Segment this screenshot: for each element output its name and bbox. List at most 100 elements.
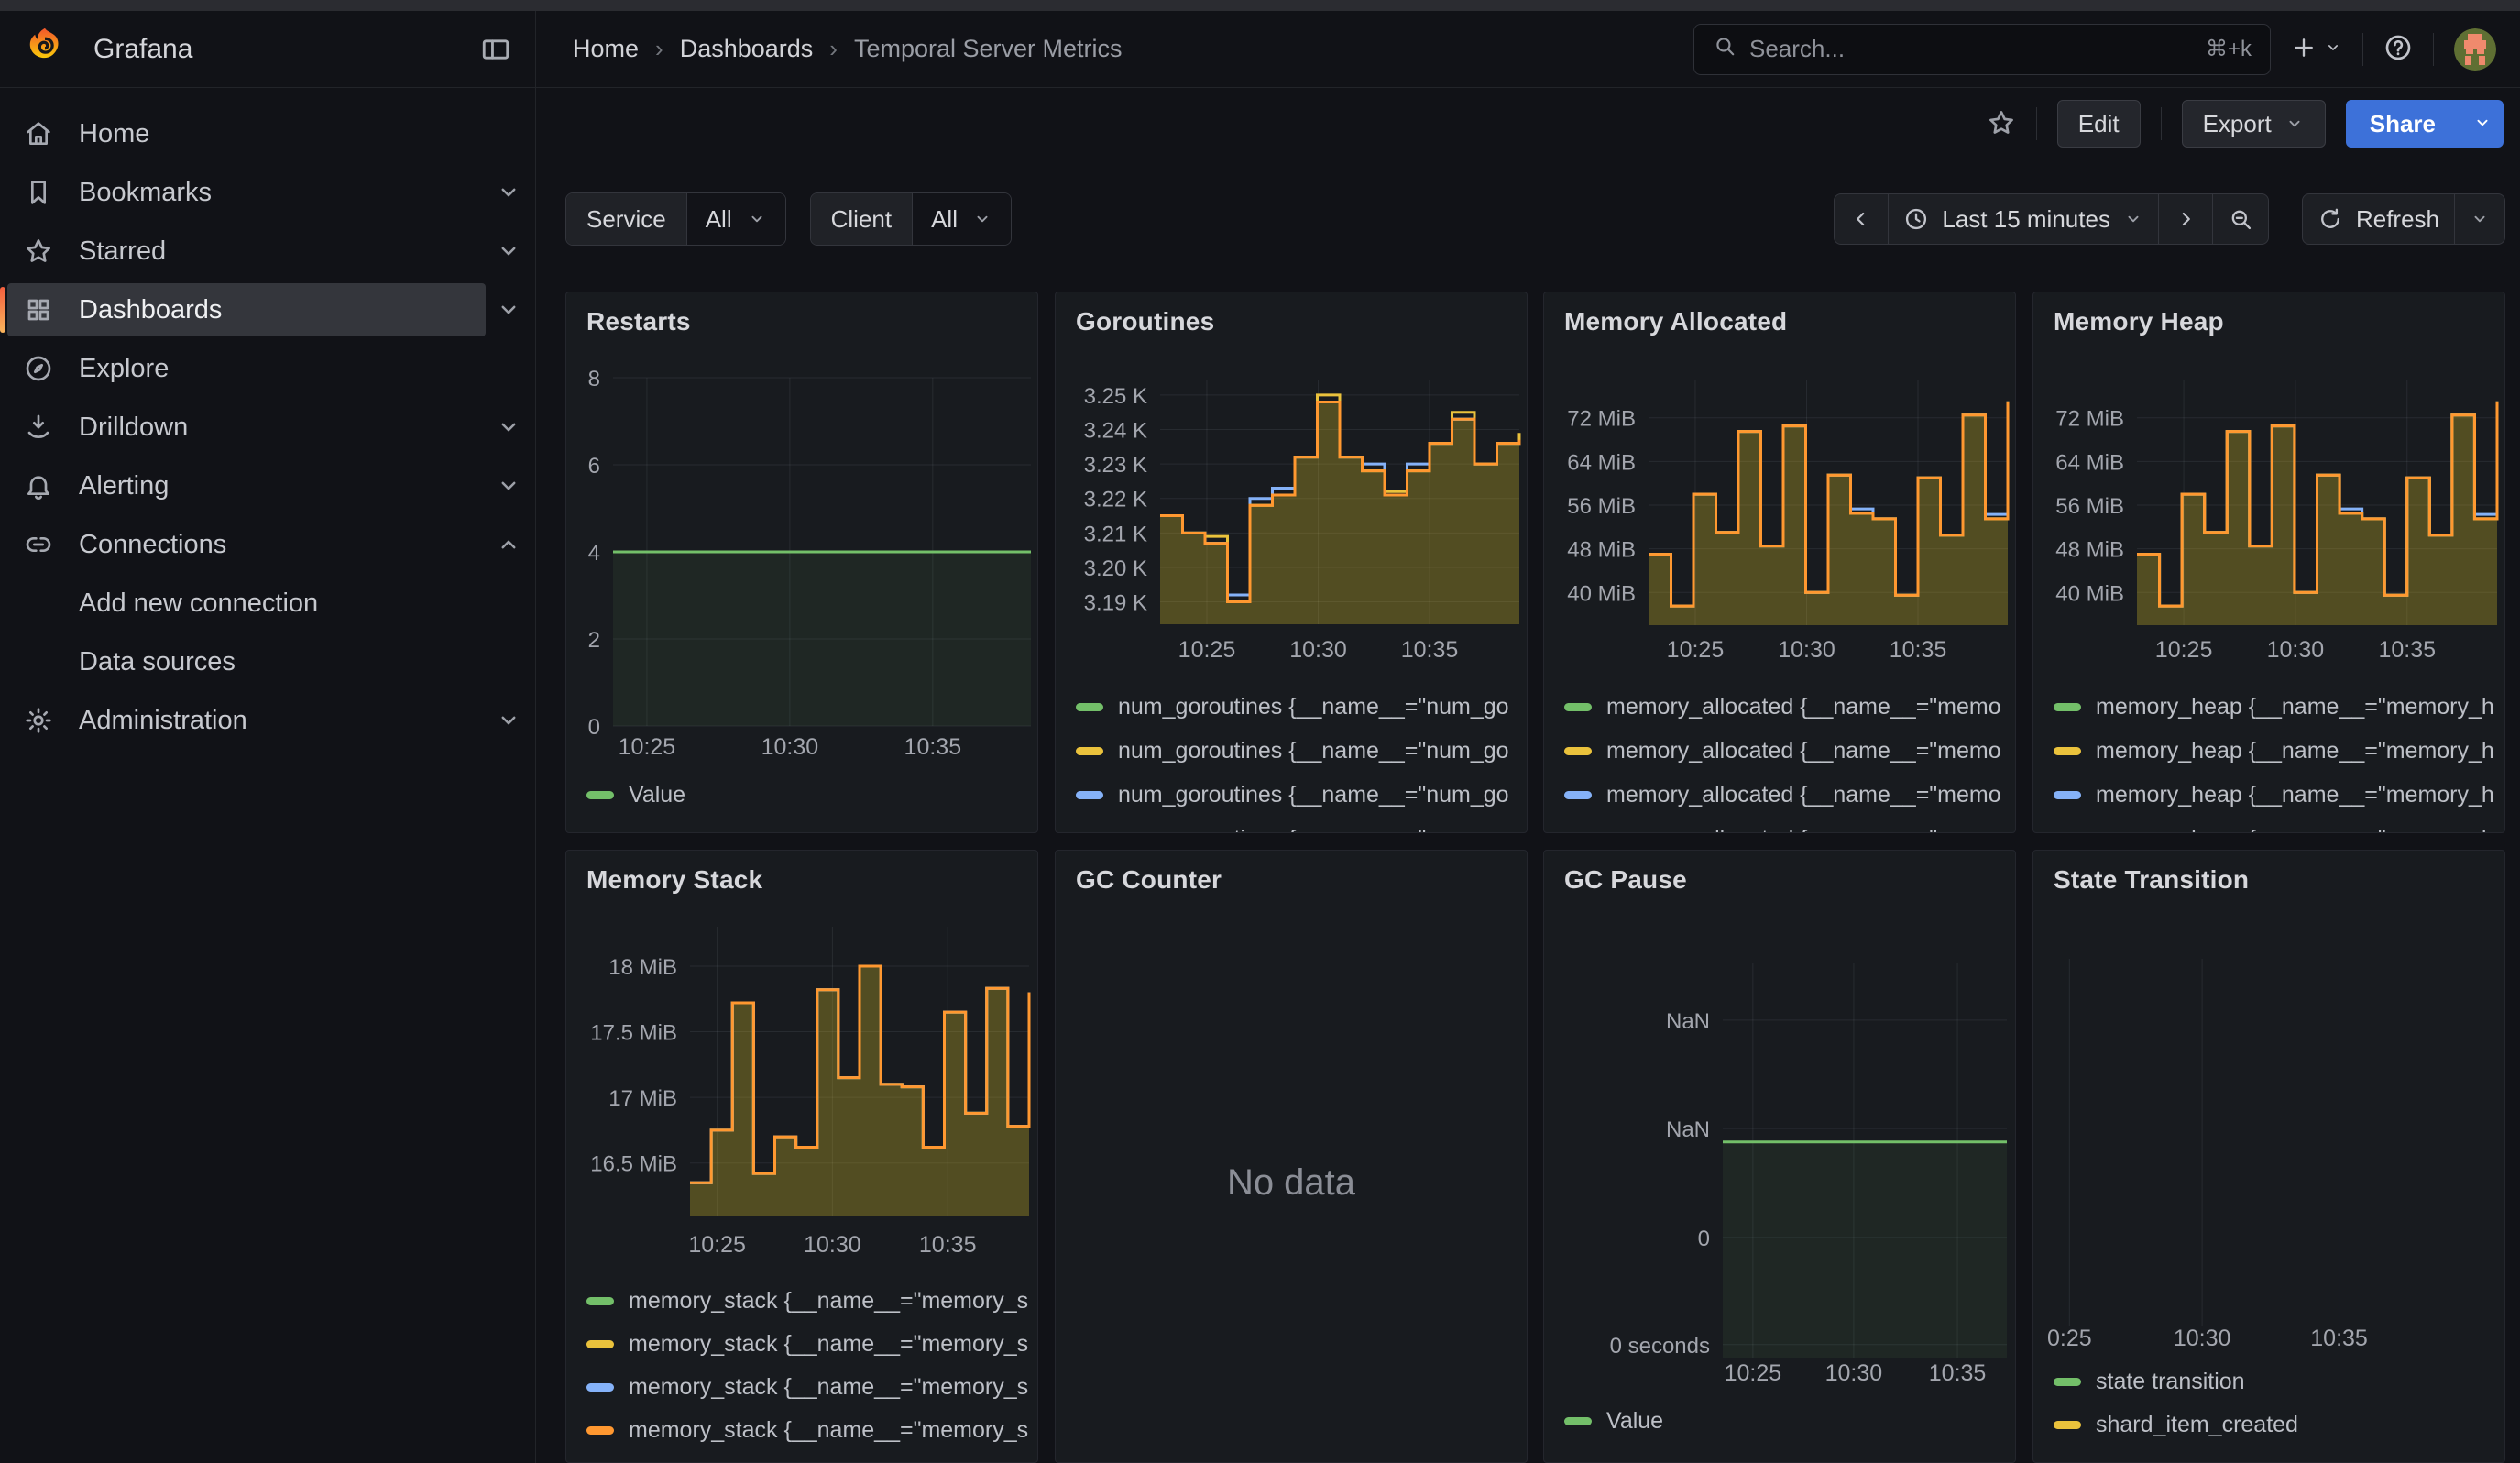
legend-item[interactable]: memory_heap {__name__="memory_h [2054,817,2497,833]
panel-legend: memory_stack {__name__="memory_s memory_s… [586,1280,1030,1452]
share-dropdown-button[interactable] [2460,100,2504,148]
chevron-down-icon[interactable] [495,472,522,500]
breadcrumb-home[interactable]: Home [573,35,640,62]
svg-text:10:35: 10:35 [1401,637,1459,663]
chevron-down-icon[interactable] [495,413,522,441]
svg-text:10:35: 10:35 [1929,1360,1987,1386]
edit-button[interactable]: Edit [2056,100,2141,148]
sidebar-item-home[interactable]: Home [0,104,535,163]
chart-state_transition[interactable]: 0:25 10:30 10:35 [2033,851,2505,1463]
legend-label: num_goroutines {__name__="num_go [1118,737,1509,764]
time-range-label: Last 15 minutes [1942,204,2110,233]
svg-text:0 seconds: 0 seconds [1610,1334,1710,1358]
svg-text:2: 2 [588,628,600,653]
legend-label: memory_stack {__name__="memory_s [629,1374,1029,1400]
client-filter-value[interactable]: All [912,193,1011,245]
panel-title[interactable]: Memory Allocated [1564,307,1788,336]
dock-sidebar-toggle-icon[interactable] [480,34,511,65]
sidebar-item-add-new-connection[interactable]: Add new connection [0,574,535,632]
legend-item[interactable]: num_goroutines {__name__="num_go [1076,685,1519,729]
sidebar-item-label: Dashboards [79,294,223,324]
panel-title[interactable]: Goroutines [1076,307,1215,336]
chevron-down-icon[interactable] [495,707,522,734]
time-forward-button[interactable] [2157,194,2212,244]
legend-item[interactable]: num_goroutines {__name__="num_go [1076,773,1519,817]
legend-item[interactable]: memory_heap {__name__="memory_h [2054,685,2497,729]
dashboard-actions: Edit Export Share [1987,99,2504,148]
sidebar-item-bookmarks[interactable]: Bookmarks [0,163,535,222]
legend-item[interactable]: memory_heap {__name__="memory_h [2054,729,2497,773]
add-new-button[interactable] [2291,35,2342,63]
share-button[interactable]: Share [2345,100,2460,148]
chart-memory_allocated[interactable]: 10:25 10:30 10:35 72 MiB 64 MiB 56 MiB 48 MiB 4… [1544,292,2016,833]
svg-text:10:30: 10:30 [1289,637,1347,663]
chart-memory_heap[interactable]: 10:25 10:30 10:35 72 MiB 64 MiB 56 MiB 48 MiB 4… [2033,292,2505,833]
svg-text:10:35: 10:35 [2378,637,2436,663]
svg-text:10:30: 10:30 [1778,637,1835,663]
filters-row: Service All Client All Last 15 minutes [565,192,2505,246]
window-titlebar [0,0,2520,11]
svg-text:NaN: NaN [1666,1009,1710,1034]
sidebar-item-data-sources[interactable]: Data sources [0,632,535,691]
legend-item[interactable]: memory_stack {__name__="memory_s [586,1366,1030,1409]
legend-item[interactable]: memory_allocated {__name__="memo [1564,685,2008,729]
panel-title[interactable]: GC Pause [1564,865,1687,894]
sidebar-item-administration[interactable]: Administration [0,691,535,750]
chevron-up-icon[interactable] [495,531,522,558]
refresh-interval-button[interactable] [2454,194,2504,244]
legend-item[interactable]: memory_allocated {__name__="memo [1564,817,2008,833]
legend-item[interactable]: memory_stack {__name__="memory_s [586,1409,1030,1452]
chevron-down-icon[interactable] [495,296,522,324]
time-back-button[interactable] [1835,194,1888,244]
svg-text:3.25 K: 3.25 K [1084,384,1147,409]
legend-item[interactable]: memory_heap {__name__="memory_h [2054,773,2497,817]
legend-item[interactable]: state transition [2054,1360,2497,1403]
panel-title[interactable]: Restarts [586,307,691,336]
legend-item[interactable]: shard_item_created [2054,1403,2497,1446]
panel-title[interactable]: Memory Stack [586,865,763,894]
time-controls: Last 15 minutes Refresh [1834,193,2505,245]
sidebar-item-alerting[interactable]: Alerting [0,456,535,515]
chevron-down-icon [972,209,992,229]
star-outline-icon [1987,108,2016,140]
chevron-down-icon[interactable] [495,179,522,206]
legend-item[interactable]: Value [1564,1401,2008,1441]
help-button[interactable] [2383,33,2413,65]
chart-restarts[interactable]: 10:25 10:30 10:35 8 6 4 2 0 [566,292,1038,833]
legend-item[interactable]: memory_allocated {__name__="memo [1564,773,2008,817]
chevron-down-icon [2123,209,2143,229]
service-filter-value[interactable]: All [685,193,785,245]
sidebar-item-connections[interactable]: Connections [0,515,535,574]
legend-label: num_goroutines {__name__="num_go [1118,693,1509,720]
legend-item[interactable]: memory_allocated {__name__="memo [1564,729,2008,773]
legend-item[interactable]: memory_stack {__name__="memory_s [586,1280,1030,1323]
brand-area: Grafana [0,11,536,87]
chart-memory_stack[interactable]: 10:25 10:30 10:35 18 MiB 17.5 MiB 17 MiB 16.5 … [566,851,1038,1463]
legend-item[interactable]: memory_stack {__name__="memory_s [586,1323,1030,1366]
time-range-picker[interactable]: Last 15 minutes [1888,194,2158,244]
client-filter: Client All [809,192,1012,246]
svg-text:40 MiB: 40 MiB [2055,581,2124,606]
chart-gc_pause[interactable]: 10:25 10:30 10:35 NaN NaN 0 0 seconds [1544,851,2016,1463]
favorite-star-button[interactable] [1987,108,2016,140]
divider [2362,32,2363,66]
breadcrumb-dashboards[interactable]: Dashboards [679,35,814,62]
chart-goroutines[interactable]: 10:25 10:30 10:35 3.25 K 3.24 K 3.23 K 3.22 K 3… [1056,292,1528,833]
export-button[interactable]: Export [2181,100,2326,148]
panel-title[interactable]: Memory Heap [2054,307,2224,336]
panel-title[interactable]: GC Counter [1076,865,1222,894]
legend-item[interactable]: Value [586,775,1030,815]
refresh-button[interactable]: Refresh [2303,194,2454,244]
panel-legend: Value [586,775,1030,815]
legend-item[interactable]: num_goroutines {__name__="num_go [1076,729,1519,773]
chevron-down-icon[interactable] [495,237,522,265]
sidebar-item-explore[interactable]: Explore [0,339,535,398]
time-zoom-out-button[interactable] [2211,194,2268,244]
user-avatar[interactable] [2454,28,2496,71]
legend-item[interactable]: num_goroutines {__name__="num_go [1076,817,1519,833]
sidebar-item-drilldown[interactable]: Drilldown [0,398,535,456]
sidebar-item-starred[interactable]: Starred [0,222,535,280]
search-input[interactable]: Search... ⌘+k [1693,23,2271,75]
sidebar-item-dashboards[interactable]: Dashboards [0,280,535,339]
panel-title[interactable]: State Transition [2054,865,2250,894]
